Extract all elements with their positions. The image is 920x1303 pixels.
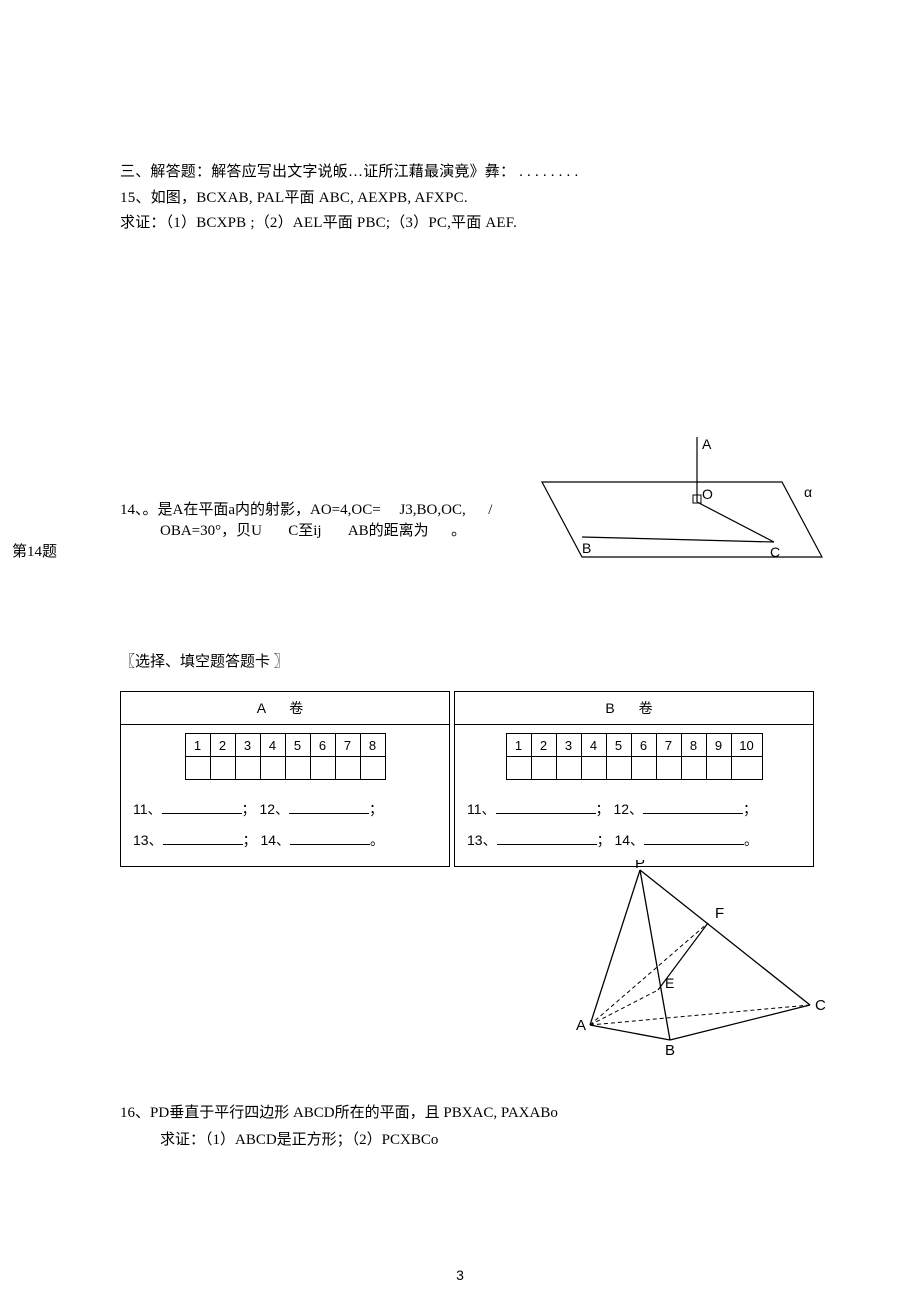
card-a-header-row: 1 2 3 4 5 6 7 8 — [185, 734, 385, 757]
card-a: A 卷 1 2 3 4 5 6 7 8 — [120, 691, 450, 867]
blank-label: 14、 — [260, 832, 290, 848]
card-b-header-row: 1 2 3 4 5 6 7 8 9 10 — [506, 734, 762, 757]
card-b-blanks: 11、； 12、； 13、； 14、。 — [455, 784, 813, 866]
q15-stem: 如图，BCXAB, PAL平面 ABC, AEXPB, AFXPC. — [151, 190, 468, 206]
blank-label: 14、 — [614, 832, 644, 848]
cell: 6 — [310, 734, 335, 757]
q16: 16、PD垂直于平行四边形 ABCD所在的平面，且 PBXAC, PAXABo … — [120, 1100, 558, 1154]
cell: 8 — [681, 734, 706, 757]
cell: 3 — [556, 734, 581, 757]
q15-label: 15、 — [120, 190, 151, 206]
q14-label: 14、 — [120, 502, 143, 518]
q15-line1: 15、如图，BCXAB, PAL平面 ABC, AEXPB, AFXPC. — [120, 186, 880, 212]
section-heading: 三、解答题：解答应写出文字说皈…证所江藉最演竟》彝： . . . . . . .… — [120, 160, 880, 186]
card-a-table: 1 2 3 4 5 6 7 8 — [185, 733, 386, 780]
q15-line2: 求证：（1）BCXPB ;（2）AEL平面 PBC;（3）PC,平面 AEF. — [120, 211, 880, 237]
blank-line[interactable] — [643, 799, 743, 814]
card-b-table: 1 2 3 4 5 6 7 8 9 10 — [506, 733, 763, 780]
cell: 7 — [656, 734, 681, 757]
blank-label: 13、 — [133, 832, 163, 848]
label-B: B — [665, 1042, 675, 1059]
page: 三、解答题：解答应写出文字说皈…证所江藉最演竟》彝： . . . . . . .… — [0, 0, 920, 1303]
blank-line[interactable] — [289, 799, 369, 814]
cell: 3 — [235, 734, 260, 757]
alpha-label: α — [804, 484, 812, 500]
cell: 6 — [631, 734, 656, 757]
svg-text:O: O — [702, 486, 713, 502]
card-b-grid: 1 2 3 4 5 6 7 8 9 10 — [455, 725, 813, 784]
q14-row: 14、。是A在平面a内的射影，AO=4,OC= J3,BO,OC, / OBA=… — [120, 437, 880, 602]
q15-figure: P F E C A B — [570, 860, 830, 1065]
blank-line[interactable] — [162, 799, 242, 814]
cell: 5 — [285, 734, 310, 757]
q16-label: 16、 — [120, 1105, 150, 1121]
q14-l2c: AB的距离为 — [348, 523, 429, 539]
card-b-blank-row — [506, 757, 762, 780]
card-a-blanks: 11、； 12、； 13、； 14、。 — [121, 784, 449, 866]
label-E: E — [665, 975, 674, 991]
card-b: B 卷 1 2 3 4 5 6 7 8 9 10 — [454, 691, 814, 867]
svg-text:C: C — [770, 544, 780, 560]
blank-line[interactable] — [496, 799, 596, 814]
q14-l2b: C至ij — [288, 523, 321, 539]
q14-l2d: 。 — [451, 523, 466, 539]
cell: 2 — [210, 734, 235, 757]
q14-figure: A O B C α — [512, 437, 832, 602]
cell: 5 — [606, 734, 631, 757]
answer-card-title: 〖选择、填空题答题卡 〗 — [120, 650, 880, 671]
q14-l2a: OBA=30°，贝U — [160, 523, 262, 539]
cell: 4 — [260, 734, 285, 757]
blank-label: 12、 — [613, 801, 643, 817]
svg-text:A: A — [702, 437, 712, 452]
q16-l1: PD垂直于平行四边形 ABCD所在的平面，且 PBXAC, PAXABo — [150, 1105, 558, 1121]
q16-l2: 求证：（1）ABCD是正方形；（2）PCXBCo — [120, 1127, 558, 1154]
cell: 9 — [706, 734, 731, 757]
label-F: F — [715, 905, 724, 922]
cell: 4 — [581, 734, 606, 757]
cell: 8 — [360, 734, 385, 757]
answer-cards: A 卷 1 2 3 4 5 6 7 8 — [120, 691, 880, 867]
answer-card-section: 〖选择、填空题答题卡 〗 A 卷 1 2 3 4 5 6 7 — [120, 590, 880, 867]
blank-label: 13、 — [467, 832, 497, 848]
cell: 10 — [731, 734, 762, 757]
q14-l1a: 。是A在平面a内的射影，AO=4,OC= — [143, 502, 381, 518]
blank-label: 12、 — [259, 801, 289, 817]
blank-line[interactable] — [290, 830, 370, 845]
label-P: P — [635, 860, 645, 872]
card-a-grid: 1 2 3 4 5 6 7 8 — [121, 725, 449, 784]
label-A: A — [576, 1017, 586, 1034]
svg-text:B: B — [582, 540, 591, 556]
cell: 1 — [506, 734, 531, 757]
cell: 1 — [185, 734, 210, 757]
cell: 2 — [531, 734, 556, 757]
card-b-head: B 卷 — [455, 692, 813, 725]
card-a-blank-row — [185, 757, 385, 780]
card-a-head: A 卷 — [121, 692, 449, 725]
blank-line[interactable] — [497, 830, 597, 845]
main-content: 三、解答题：解答应写出文字说皈…证所江藉最演竟》彝： . . . . . . .… — [120, 160, 880, 602]
cell: 7 — [335, 734, 360, 757]
blank-label: 11、 — [467, 801, 496, 817]
q14-text: 14、。是A在平面a内的射影，AO=4,OC= J3,BO,OC, / OBA=… — [120, 498, 492, 540]
q14-l1c: / — [484, 502, 492, 518]
q14-l1b: J3,BO,OC, — [399, 502, 465, 518]
q14-side-label: 第14题 — [12, 540, 57, 561]
label-C: C — [815, 997, 826, 1014]
page-number: 3 — [0, 1267, 920, 1283]
blank-label: 11、 — [133, 801, 162, 817]
blank-line[interactable] — [163, 830, 243, 845]
blank-line[interactable] — [644, 830, 744, 845]
